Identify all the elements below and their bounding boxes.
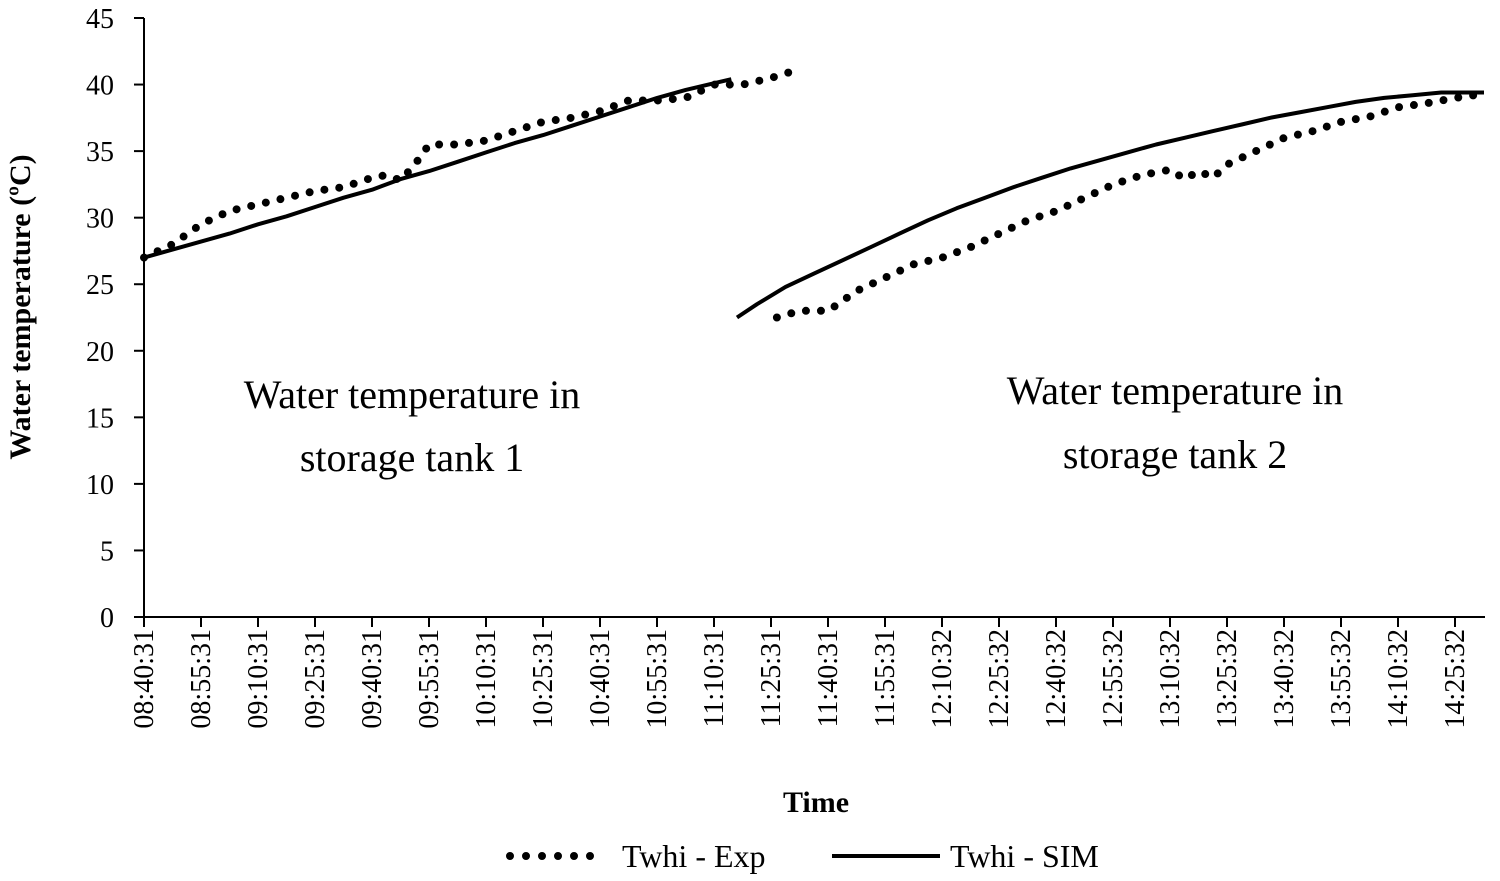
x-tick-label: 09:55:31: [414, 629, 445, 729]
annotation-tank-2-line-1: Water temperature in: [1007, 368, 1344, 413]
x-tick-label: 09:40:31: [357, 629, 388, 729]
x-tick-label: 12:40:32: [1041, 629, 1072, 729]
series-sim: [143, 77, 1484, 320]
y-axis-ticks: 0 5 10 15 20 25 30 35 40 45: [86, 4, 144, 634]
x-tick-label: 13:40:32: [1269, 629, 1300, 729]
y-tick-label: 35: [86, 137, 114, 168]
legend-label-sim: Twhi - SIM: [950, 838, 1099, 874]
x-tick-label: 10:25:31: [528, 629, 559, 729]
legend: Twhi - Exp Twhi - SIM: [506, 838, 1099, 874]
y-tick-label: 10: [86, 470, 114, 501]
x-tick-label: 11:40:31: [813, 629, 844, 728]
sim-line-segment-1: [143, 77, 732, 260]
x-tick-label: 13:10:32: [1155, 629, 1186, 729]
x-tick-label: 10:10:31: [471, 629, 502, 729]
x-tick-label: 12:10:32: [927, 629, 958, 729]
exp-line-segment-1: [140, 68, 793, 262]
y-tick-label: 15: [86, 403, 114, 434]
x-tick-label: 11:55:31: [870, 629, 901, 728]
x-tick-label: 14:40:32: [1497, 629, 1500, 729]
axes: [143, 18, 1485, 618]
y-tick-label: 25: [86, 270, 114, 301]
y-tick-label: 0: [100, 603, 114, 634]
x-tick-label: 12:55:32: [1098, 629, 1129, 729]
legend-label-exp: Twhi - Exp: [622, 838, 766, 874]
x-tick-label: 11:10:31: [699, 629, 730, 728]
y-axis-title: Water temperature (ºC): [4, 154, 37, 459]
exp-line-segment-2: [772, 89, 1488, 322]
x-tick-label: 09:10:31: [243, 629, 274, 729]
x-tick-label: 09:25:31: [300, 629, 331, 729]
x-axis-ticks: 08:40:31 08:55:31 09:10:31 09:25:31 09:40:31…: [129, 617, 1500, 729]
y-tick-label: 45: [86, 4, 114, 35]
annotation-tank-2-line-2: storage tank 2: [1063, 432, 1287, 477]
x-tick-label: 14:10:32: [1383, 629, 1414, 729]
x-tick-label: 08:40:31: [129, 629, 160, 729]
y-tick-label: 5: [100, 536, 114, 567]
x-tick-label: 10:55:31: [642, 629, 673, 729]
x-tick-label: 08:55:31: [186, 629, 217, 729]
series-layer: [140, 68, 1488, 322]
series-exp: [140, 68, 1488, 322]
x-tick-label: 14:25:32: [1440, 629, 1471, 729]
y-tick-label: 20: [86, 337, 114, 368]
y-tick-label: 40: [86, 71, 114, 102]
x-tick-label: 13:55:32: [1326, 629, 1357, 729]
x-axis-title: Time: [783, 786, 849, 819]
x-tick-label: 12:25:32: [984, 629, 1015, 729]
x-tick-label: 11:25:31: [756, 629, 787, 728]
sim-line-segment-2: [735, 90, 1484, 320]
y-tick-label: 30: [86, 204, 114, 235]
annotation-tank-1-line-2: storage tank 1: [300, 435, 524, 480]
x-tick-label: 10:40:31: [585, 629, 616, 729]
annotation-tank-1-line-1: Water temperature in: [244, 372, 581, 417]
x-tick-label: 13:25:32: [1212, 629, 1243, 729]
